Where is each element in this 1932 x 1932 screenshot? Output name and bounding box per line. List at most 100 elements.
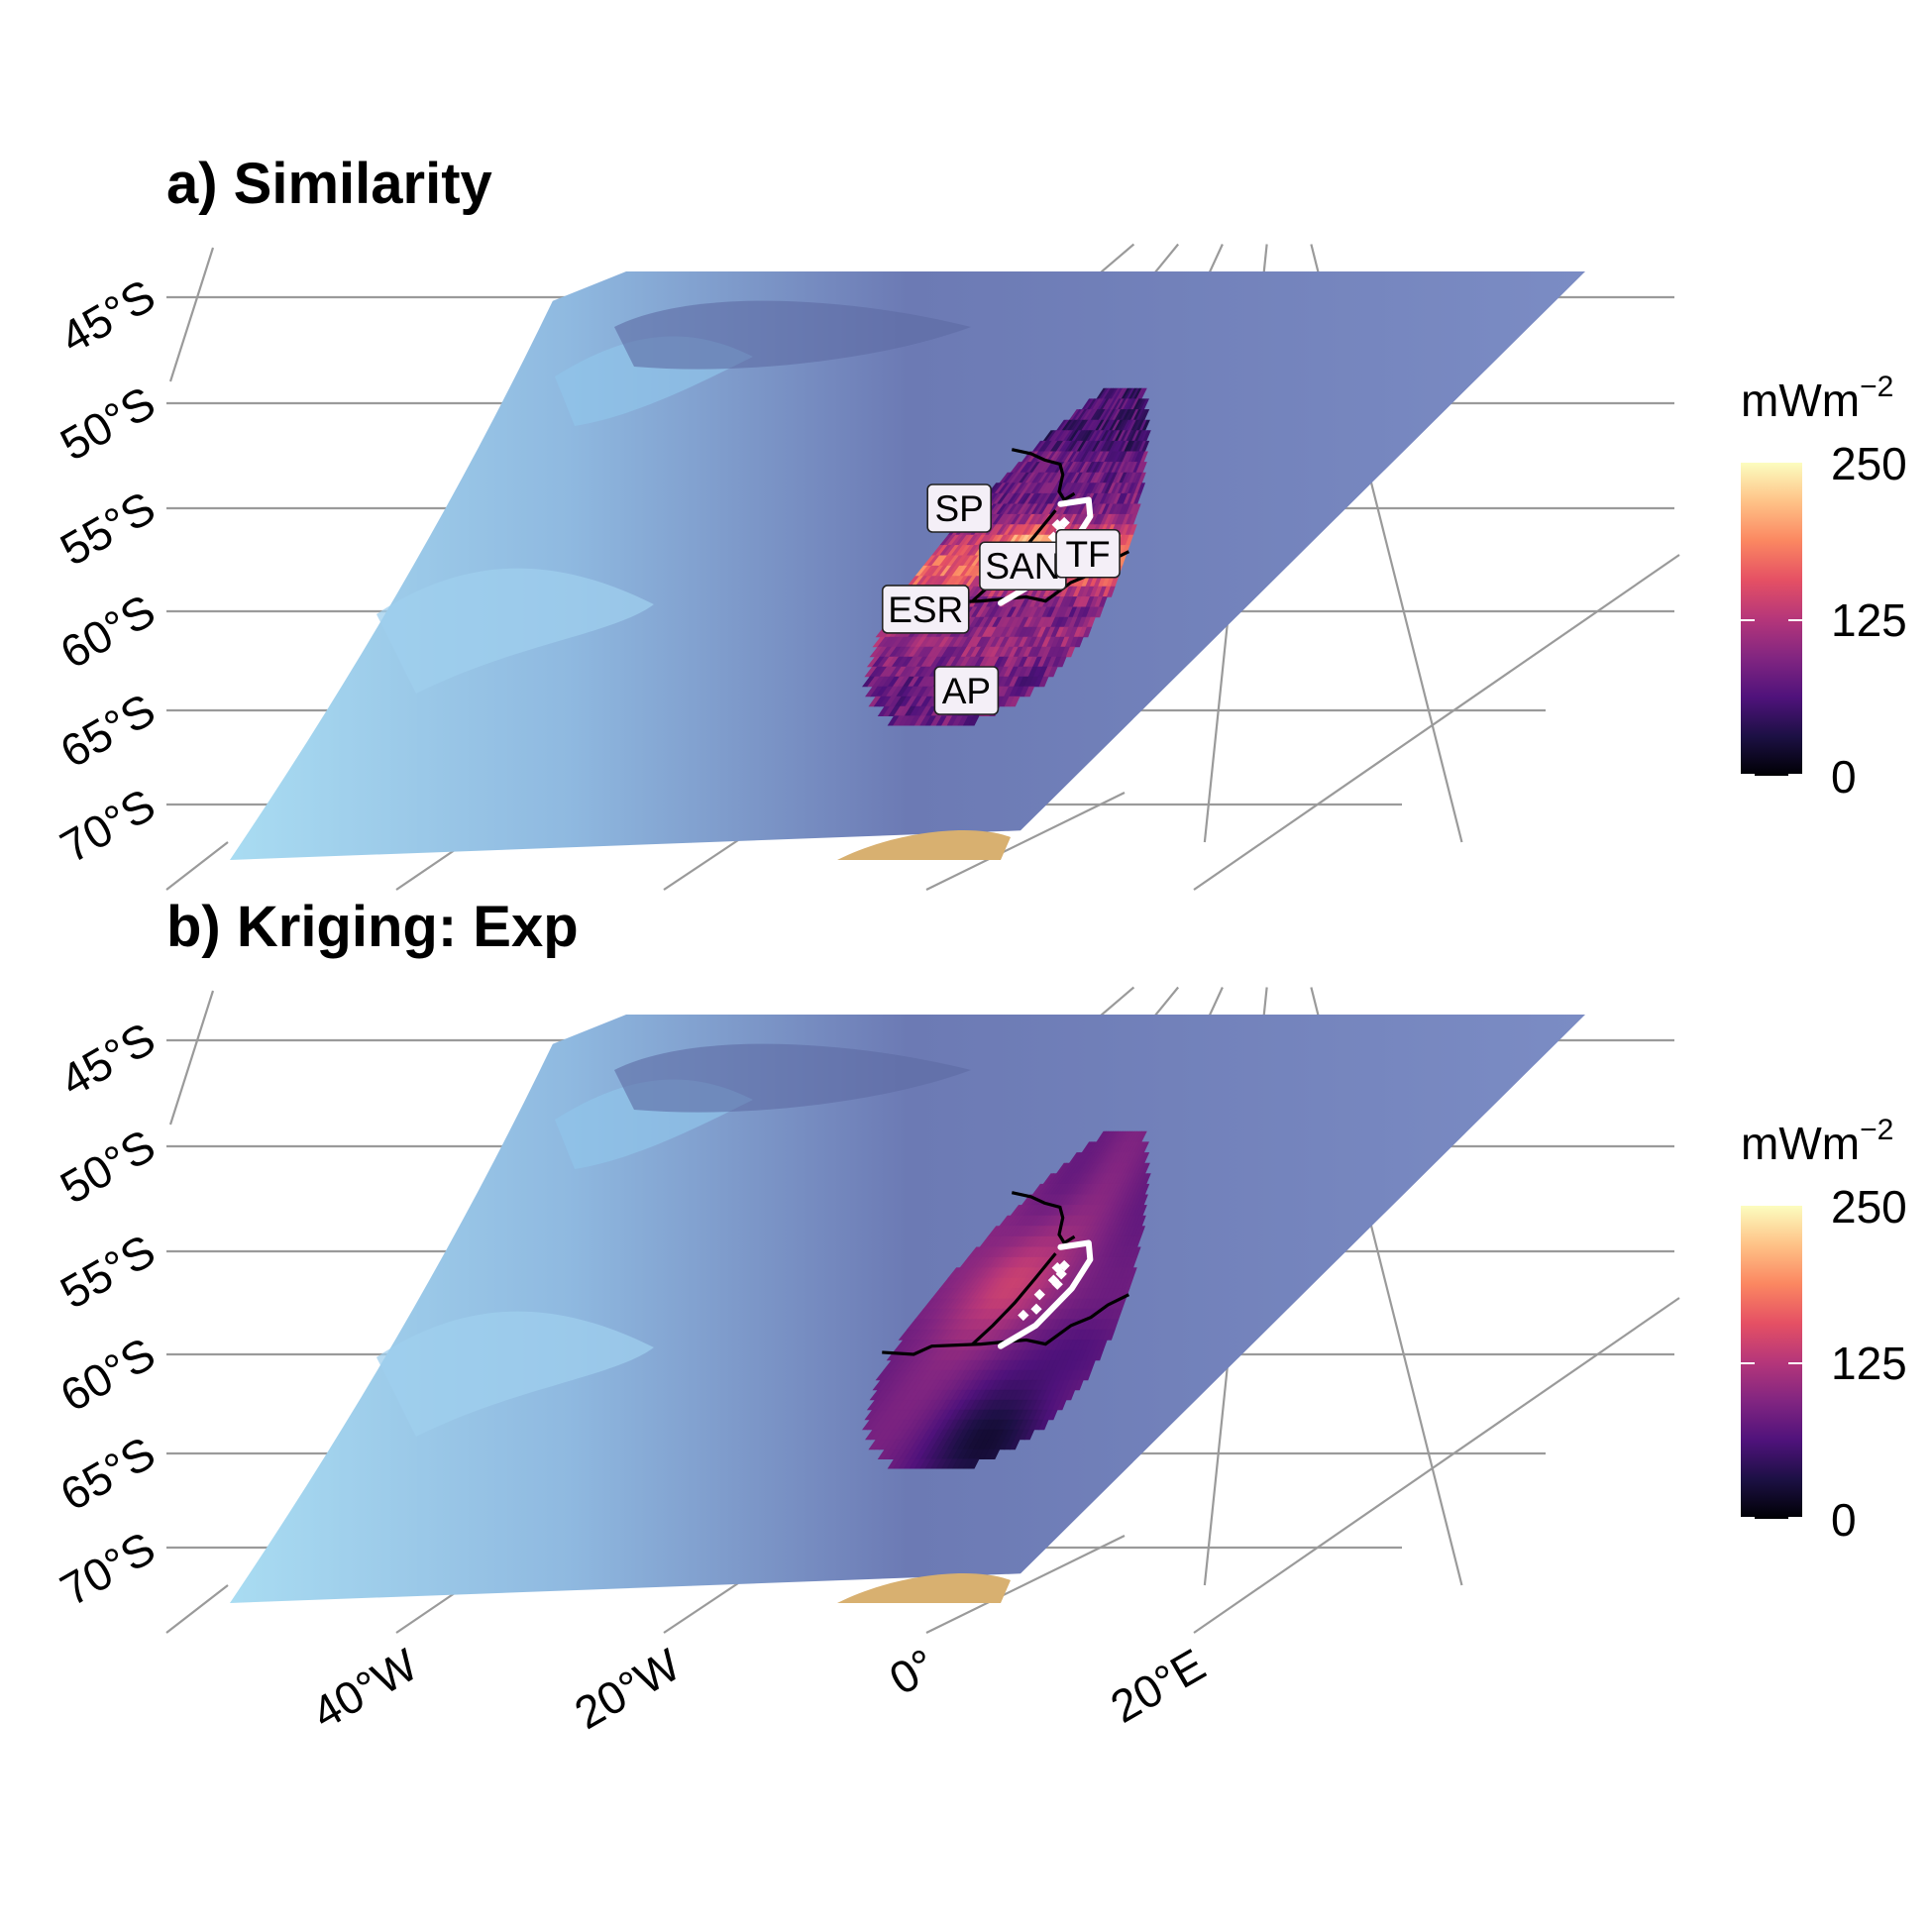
- heat-cell: [1009, 1439, 1020, 1450]
- deep-basin: [614, 1043, 971, 1113]
- region-label-box: [881, 585, 970, 634]
- region-label-box: [933, 666, 1000, 715]
- lat-label-45s-b: 45°S: [52, 1013, 163, 1107]
- meridian-line: [168, 990, 215, 1126]
- sample-site-marker: [1051, 1278, 1063, 1290]
- region-label: TF: [1055, 528, 1121, 579]
- panel-b-title: b) Kriging: Exp: [166, 895, 579, 959]
- region-label-box: [926, 483, 992, 533]
- meridian-line: [1193, 1297, 1680, 1634]
- heat-cell: [968, 715, 980, 726]
- meridian-line: [165, 1584, 229, 1634]
- plate-boundary-north: [1011, 1191, 1076, 1245]
- colorbar-legend-a: mWm−2 250 125 0: [1741, 371, 1907, 803]
- deep-basin: [614, 300, 971, 370]
- latitude-labels-b: 45°S 50°S 55°S 60°S 65°S 70°S: [52, 1013, 163, 1616]
- meridian-line: [165, 841, 229, 891]
- lon-label-20w: 20°W: [566, 1638, 689, 1739]
- legend-tick-250-a: 250: [1831, 438, 1907, 489]
- plate-boundary-south: [882, 1293, 1130, 1356]
- region-label-box: [1055, 528, 1121, 579]
- sample-site-marker: [1033, 1289, 1045, 1301]
- legend-title-b: mWm−2: [1741, 1114, 1893, 1169]
- lon-label-40w: 40°W: [303, 1638, 426, 1739]
- colorbar-legend-b: mWm−2 250 125 0: [1741, 1114, 1907, 1546]
- lat-label-60s-a: 60°S: [52, 585, 163, 679]
- ocean-area: [230, 1015, 1585, 1603]
- heat-cell: [1094, 606, 1104, 618]
- shelf-patch: [376, 1311, 654, 1437]
- antarctic-land: [837, 830, 1011, 860]
- legend-tick-0-b: 0: [1831, 1494, 1857, 1546]
- heat-cell: [1047, 1409, 1058, 1421]
- legend-tick-250-b: 250: [1831, 1181, 1907, 1233]
- heat-cell: [1082, 626, 1093, 638]
- sample-site-marker: [1051, 1261, 1063, 1274]
- panel-a: a) Similarity 45°S 50°S 55°S 60°S 65°S 7…: [52, 152, 1907, 891]
- lat-label-70s-b: 70°S: [52, 1522, 163, 1616]
- meridian-line: [663, 1582, 739, 1634]
- region-label-text: SAN: [985, 546, 1060, 587]
- legend-tick-125-a: 125: [1831, 594, 1907, 646]
- heat-cell: [1023, 1429, 1035, 1441]
- heat-cell: [968, 1458, 980, 1469]
- lat-label-65s-b: 65°S: [52, 1427, 163, 1521]
- meridian-line: [925, 1535, 1126, 1634]
- region-label-text: AP: [942, 671, 991, 711]
- lat-label-70s-a: 70°S: [52, 779, 163, 873]
- latitude-labels-a: 45°S 50°S 55°S 60°S 65°S 70°S: [52, 269, 163, 873]
- heat-cell: [1074, 636, 1084, 648]
- heat-cell: [1009, 696, 1020, 707]
- meridian-line: [663, 839, 739, 891]
- legend-tick-0-a: 0: [1831, 751, 1857, 803]
- heat-cell: [1038, 1419, 1049, 1431]
- legend-tick-125-b: 125: [1831, 1338, 1907, 1389]
- lat-label-55s-a: 55°S: [52, 482, 163, 576]
- lat-label-60s-b: 60°S: [52, 1328, 163, 1422]
- survey-outline: [997, 1239, 1094, 1349]
- plate-boundary-north: [1011, 448, 1076, 502]
- region-label-text: SP: [935, 488, 984, 529]
- heat-cell: [1106, 586, 1116, 597]
- ocean-area: [230, 271, 1585, 860]
- heat-cell: [1065, 646, 1076, 658]
- meridian-line: [168, 247, 215, 382]
- meridian-line: [925, 792, 1126, 891]
- region-label-text: TF: [1065, 534, 1110, 575]
- region-label: AP: [933, 666, 1000, 715]
- bathymetry-basemap-b: [230, 1015, 1585, 1603]
- lat-label-50s-b: 50°S: [52, 1120, 163, 1214]
- region-label-text: ESR: [888, 590, 963, 630]
- lat-label-55s-b: 55°S: [52, 1225, 163, 1319]
- heat-cell: [1094, 1349, 1104, 1361]
- heat-cell: [1047, 666, 1058, 678]
- lat-label-45s-a: 45°S: [52, 269, 163, 364]
- heat-cell: [989, 1449, 1001, 1460]
- region-label: SAN: [979, 541, 1067, 591]
- sample-site-marker: [1018, 1309, 1029, 1322]
- longitude-labels: 40°W 20°W 0° 20°E: [303, 1638, 1214, 1739]
- region-label: ESR: [881, 585, 970, 634]
- heat-cell: [1038, 676, 1049, 688]
- lat-label-65s-a: 65°S: [52, 684, 163, 778]
- antarctic-land: [837, 1573, 1011, 1603]
- panel-b: b) Kriging: Exp 45°S 50°S 55°S 60°S 65°S…: [52, 895, 1907, 1634]
- tectonic-features-b: [882, 1191, 1130, 1356]
- heat-cell: [1074, 1379, 1084, 1391]
- lon-label-0: 0°: [881, 1639, 944, 1705]
- sample-site-marker: [1051, 518, 1063, 531]
- heat-cell: [1056, 1399, 1067, 1411]
- lat-label-50s-a: 50°S: [52, 376, 163, 471]
- heat-cell: [1106, 1329, 1116, 1341]
- lon-label-20e: 20°E: [1102, 1639, 1214, 1733]
- panel-a-title: a) Similarity: [166, 152, 492, 216]
- region-label: SP: [926, 483, 992, 533]
- fracture-zone: [971, 1252, 1057, 1345]
- legend-title-a: mWm−2: [1741, 371, 1893, 426]
- sample-site-marker: [1030, 1303, 1042, 1315]
- meridian-line: [1193, 554, 1680, 891]
- heat-cell: [1065, 1389, 1076, 1401]
- heat-cell: [1023, 686, 1035, 698]
